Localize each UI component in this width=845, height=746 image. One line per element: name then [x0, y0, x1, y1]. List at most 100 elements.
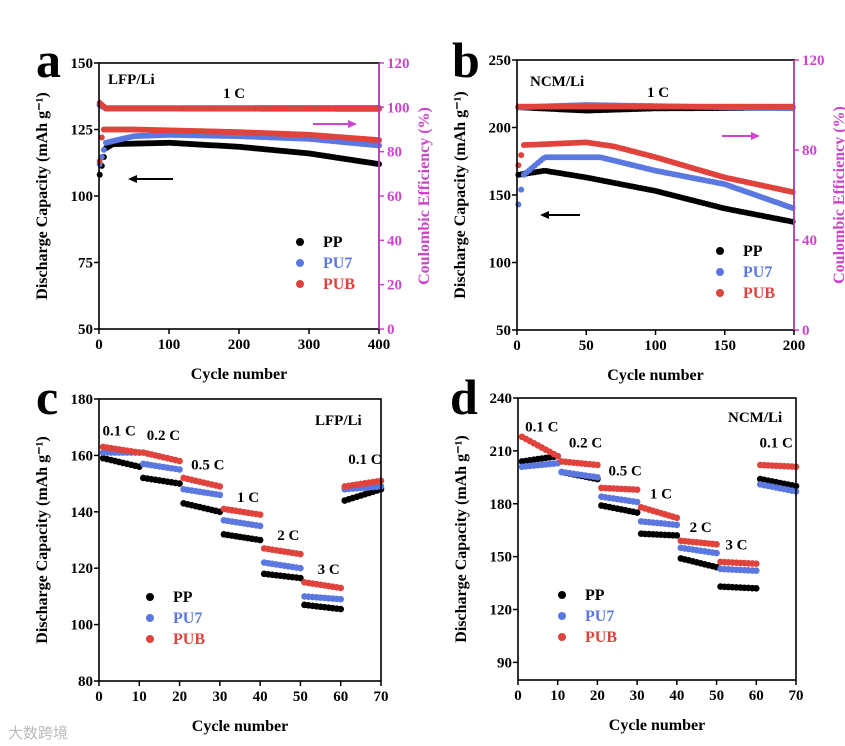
- data-point-pp: [256, 536, 264, 544]
- x-tick-label: 30: [630, 688, 645, 704]
- legend-marker-pu7: [716, 268, 724, 276]
- data-point-pu7: [297, 564, 304, 572]
- rate-label: 3 C: [725, 538, 747, 554]
- y-tick-label: 210: [490, 444, 513, 460]
- y2-axis-label: Coulombic Efficiency (%): [831, 106, 845, 284]
- data-point-pub: [98, 134, 105, 141]
- y2-tick-label: 120: [802, 53, 825, 69]
- panel-d: d 0 10 20 30 40 50 60 70 90 120 150 180 210 240 Cycle n…: [450, 369, 804, 734]
- x-tick-label: 10: [132, 689, 147, 705]
- x-tick-label: 50: [579, 338, 594, 354]
- legend-marker-pub: [716, 289, 724, 297]
- legend-label-pu7: PU7: [323, 255, 352, 272]
- data-point-pu7: [518, 186, 525, 193]
- y-tick-label: 120: [490, 603, 513, 619]
- data-point-pu7: [594, 474, 601, 481]
- rate-label: 0.2 C: [147, 428, 180, 444]
- data-point-pu7: [216, 491, 224, 499]
- legend-label-pp: PP: [585, 587, 605, 604]
- y-tick-label: 125: [71, 123, 94, 139]
- panel-title: LFP/Li: [108, 72, 155, 88]
- data-point-pub: [673, 514, 681, 522]
- y-tick-label: 75: [78, 256, 93, 272]
- legend-label-pu7: PU7: [585, 608, 614, 625]
- x-tick-label: 60: [749, 688, 764, 704]
- x-axis-label: Cycle number: [607, 367, 703, 384]
- y-tick-label: 160: [71, 448, 94, 464]
- data-point-pu7: [176, 466, 183, 473]
- x-tick-label: 0: [95, 337, 103, 353]
- x-tick-label: 300: [298, 337, 321, 353]
- x-tick-label: 60: [333, 689, 348, 705]
- rate-label: 3 C: [318, 562, 340, 578]
- y-tick-label: 150: [489, 188, 512, 204]
- legend-marker-pp: [296, 238, 304, 246]
- rate-label: 2 C: [690, 520, 712, 536]
- ce-axis-arrow-head: [348, 120, 357, 128]
- data-point-pu7: [752, 567, 760, 575]
- rate-label: 1 C: [647, 85, 669, 101]
- panel-letter: c: [36, 369, 58, 425]
- data-point-pp: [673, 532, 681, 539]
- data-point-pub: [216, 483, 224, 490]
- y-tick-label: 250: [489, 53, 512, 69]
- y2-tick-label: 120: [387, 56, 410, 72]
- rate-label: 0.5 C: [609, 464, 642, 480]
- x-tick-label: 200: [783, 338, 806, 354]
- legend-marker-pp: [716, 247, 724, 255]
- rate-label: 0.1 C: [102, 424, 135, 440]
- legend-marker-pub: [146, 635, 154, 643]
- legend-marker-pp: [558, 591, 566, 599]
- x-tick-label: 20: [590, 688, 605, 704]
- legend-label-pub: PUB: [743, 285, 775, 302]
- x-tick-label: 0: [513, 338, 521, 354]
- data-point-pub: [633, 486, 641, 493]
- panel-c: c 0 10 20 30 40 50 60 70 80 100 120 140 160 180 Cycle n…: [34, 369, 389, 735]
- legend-label-pp: PP: [173, 589, 193, 606]
- rate-label: 0.2 C: [569, 435, 602, 451]
- y-axis-label: Discharge Capacity (mAh g⁻¹): [34, 436, 51, 643]
- legend-label-pp: PP: [323, 234, 343, 251]
- y-tick-label: 50: [78, 322, 93, 338]
- panel-letter: b: [452, 32, 480, 88]
- x-tick-label: 20: [172, 689, 187, 705]
- data-point-pu7: [673, 521, 681, 529]
- y-tick-label: 120: [71, 561, 94, 577]
- rate-label: 1 C: [223, 86, 245, 102]
- plot-frame: [98, 398, 382, 682]
- y-tick-label: 100: [71, 618, 94, 634]
- y-tick-label: 80: [78, 674, 93, 690]
- y-tick-label: 50: [496, 323, 511, 339]
- data-point-pub: [518, 152, 525, 159]
- y2-tick-label: 40: [387, 233, 402, 249]
- legend-label-pub: PUB: [173, 631, 205, 648]
- x-tick-label: 50: [709, 688, 724, 704]
- rate-label: 0.1 C: [525, 419, 558, 435]
- capacity-axis-arrow-head: [540, 211, 549, 219]
- panel-letter: d: [450, 369, 478, 425]
- y2-tick-label: 0: [802, 323, 810, 339]
- legend-label-pu7: PU7: [173, 610, 202, 627]
- legend-marker-pu7: [296, 259, 304, 267]
- panel-title: NCM/Li: [530, 74, 584, 90]
- y-tick-label: 150: [71, 56, 94, 72]
- x-tick-label: 0: [514, 688, 522, 704]
- y2-tick-label: 20: [387, 278, 402, 294]
- y-tick-label: 180: [490, 497, 513, 513]
- y-tick-label: 240: [490, 391, 513, 407]
- watermark: 大数跨境: [8, 724, 68, 742]
- x-axis-label: Cycle number: [192, 718, 288, 735]
- legend-marker-pu7: [146, 614, 154, 622]
- rate-label: 0.5 C: [191, 458, 224, 474]
- y2-tick-label: 60: [387, 189, 402, 205]
- legend-label-pu7: PU7: [743, 264, 772, 281]
- data-point-pub: [713, 540, 720, 548]
- data-point-pub: [752, 560, 760, 567]
- plot-frame: [517, 397, 797, 681]
- y-tick-label: 100: [71, 189, 94, 205]
- x-tick-label: 70: [789, 688, 804, 704]
- x-tick-label: 100: [158, 337, 181, 353]
- rate-label: 1 C: [237, 490, 259, 506]
